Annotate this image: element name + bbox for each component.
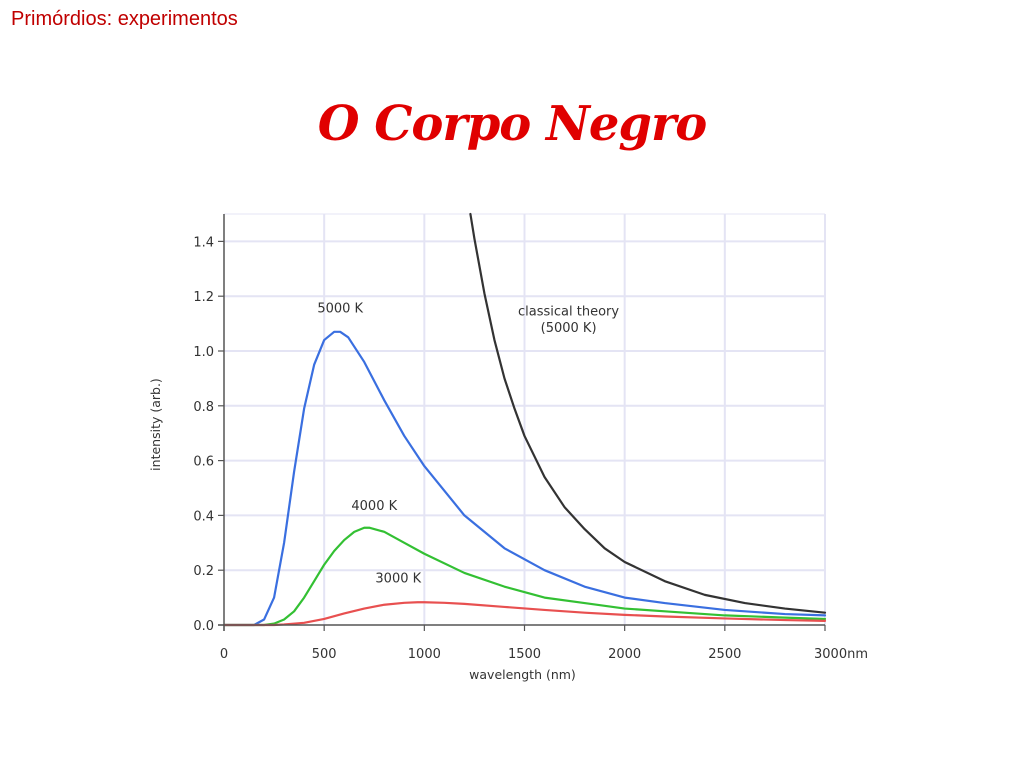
slide-title: O Corpo Negro (317, 96, 708, 152)
x-tick-label: 2500 (708, 647, 741, 662)
series-line-5000-k (222, 330, 827, 627)
x-tick-label: 0 (220, 647, 228, 662)
x-tick-label: 2000 (608, 647, 641, 662)
series-line-4000-k (222, 526, 827, 627)
y-tick-label: 1.0 (193, 345, 214, 360)
x-axis-title: wavelength (nm) (469, 667, 576, 682)
y-tick-label: 0.0 (193, 619, 214, 634)
axis-layer: 0 500 1000 1500 2000 2500 3000nm 0.0 0.2 0.4 0.6 0.… (148, 214, 868, 682)
annotation-label: 5000 K (317, 302, 363, 317)
y-tick-label: 0.8 (193, 400, 214, 415)
x-tick-label: 500 (312, 647, 337, 662)
y-tick-label: 1.2 (193, 290, 214, 305)
x-tick-label: 3000nm (814, 647, 868, 662)
x-tick-label: 1500 (508, 647, 541, 662)
annotation-label: (5000 K) (541, 321, 597, 336)
series-line-3000-k (222, 601, 827, 627)
y-axis-title: intensity (arb.) (148, 378, 163, 471)
y-tick-label: 1.4 (193, 235, 214, 250)
x-tick-label: 1000 (408, 647, 441, 662)
series-layer (222, 212, 827, 627)
y-tick-label: 0.6 (193, 455, 214, 470)
grid-layer (224, 213, 826, 625)
annotation-label: 4000 K (351, 499, 397, 514)
label-layer: 5000 K 4000 K 3000 K classical theory (5000 … (317, 302, 619, 587)
y-tick-label: 0.2 (193, 564, 214, 579)
annotation-label: classical theory (518, 304, 619, 319)
annotation-label: 3000 K (375, 572, 421, 587)
series-line-classical-theory-5000-k (469, 212, 827, 614)
slide-header: Primórdios: experimentos (11, 8, 238, 30)
y-tick-label: 0.4 (193, 509, 214, 524)
